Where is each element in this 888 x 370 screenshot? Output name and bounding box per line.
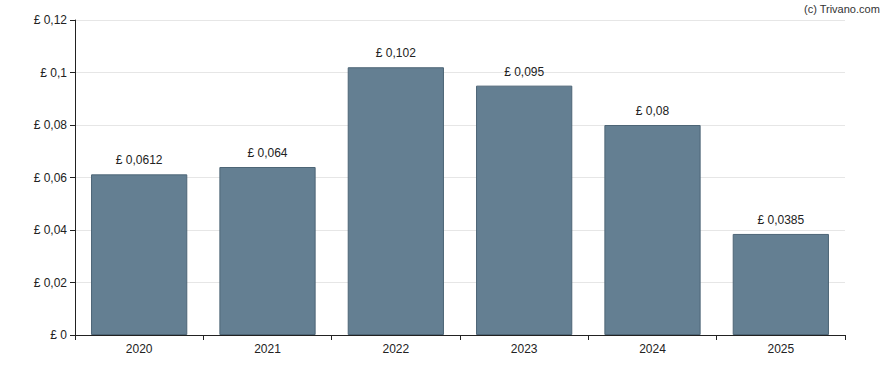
svg-text:£ 0,04: £ 0,04 xyxy=(34,223,68,237)
svg-text:2025: 2025 xyxy=(767,342,794,356)
svg-text:£ 0,06: £ 0,06 xyxy=(34,171,68,185)
svg-text:£ 0,0385: £ 0,0385 xyxy=(757,213,804,227)
svg-text:£ 0,12: £ 0,12 xyxy=(34,13,68,27)
svg-text:£ 0,02: £ 0,02 xyxy=(34,276,68,290)
svg-text:2024: 2024 xyxy=(639,342,666,356)
svg-text:2020: 2020 xyxy=(126,342,153,356)
svg-text:2023: 2023 xyxy=(511,342,538,356)
svg-text:2021: 2021 xyxy=(254,342,281,356)
svg-text:£ 0,102: £ 0,102 xyxy=(376,46,416,60)
svg-text:2022: 2022 xyxy=(382,342,409,356)
svg-text:£ 0,08: £ 0,08 xyxy=(636,104,670,118)
svg-text:£ 0,0612: £ 0,0612 xyxy=(116,153,163,167)
svg-text:£ 0,064: £ 0,064 xyxy=(247,146,287,160)
svg-text:£ 0,095: £ 0,095 xyxy=(504,65,544,79)
svg-text:£ 0,1: £ 0,1 xyxy=(40,66,67,80)
svg-text:£ 0: £ 0 xyxy=(50,328,67,342)
svg-text:(c) Trivano.com: (c) Trivano.com xyxy=(804,3,880,15)
svg-text:£ 0,08: £ 0,08 xyxy=(34,118,68,132)
